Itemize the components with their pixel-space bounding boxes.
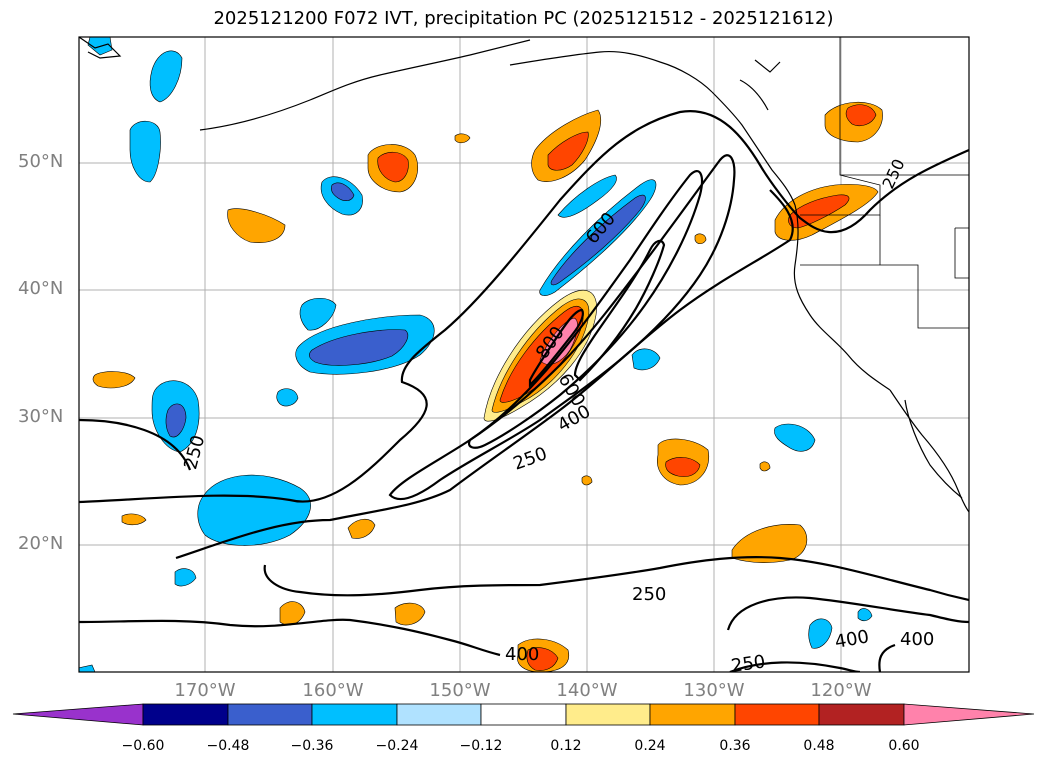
colorbar-tick: −0.12 — [459, 738, 503, 754]
coastlines — [79, 37, 969, 513]
lon-label-170w: 170°W — [174, 680, 236, 701]
colorbar-bin — [734, 703, 820, 726]
colorbar-tick: −0.36 — [290, 738, 334, 754]
colorbar-bin — [396, 703, 482, 726]
map-title: 2025121200 F072 IVT, precipitation PC (2… — [213, 8, 834, 29]
colorbar-tick: 0.24 — [634, 738, 666, 754]
lat-label-30n: 30°N — [18, 406, 64, 427]
colorbar-bin — [818, 703, 905, 726]
lon-label-140w: 140°W — [556, 680, 618, 701]
colorbar-tick: −0.48 — [206, 738, 250, 754]
colorbar-tick: 0.12 — [550, 738, 582, 754]
lon-label-120w: 120°W — [810, 680, 872, 701]
colorbar-tick: 0.36 — [719, 738, 751, 754]
colorbar-bin — [142, 703, 229, 726]
lat-label-50n: 50°N — [18, 151, 64, 172]
colorbar-tick: 0.60 — [888, 738, 920, 754]
map-area — [79, 37, 969, 672]
map-frame — [78, 36, 970, 673]
contour-label: 250 — [632, 584, 666, 605]
colorbar-tick: 0.48 — [803, 738, 835, 754]
colorbar-bin — [649, 703, 736, 726]
colorbar-bin — [565, 703, 651, 726]
precip-shading — [79, 37, 883, 672]
colorbar-bin — [480, 703, 567, 726]
colorbar-extend-high — [903, 703, 1035, 726]
lon-label-130w: 130°W — [683, 680, 745, 701]
colorbar — [12, 703, 1035, 726]
colorbar-tick: −0.24 — [375, 738, 419, 754]
ivt-contours — [79, 109, 969, 672]
lat-label-40n: 40°N — [18, 278, 64, 299]
contour-label: 400 — [900, 629, 934, 650]
colorbar-bin — [311, 703, 398, 726]
contour-label: 250 — [730, 651, 767, 677]
lat-label-20n: 20°N — [18, 533, 64, 554]
colorbar-tick: −0.60 — [121, 738, 165, 754]
lon-label-160w: 160°W — [302, 680, 364, 701]
colorbar-extend-low — [12, 703, 144, 726]
lon-label-150w: 150°W — [429, 680, 491, 701]
contour-label: 400 — [505, 644, 539, 665]
colorbar-bin — [227, 703, 313, 726]
